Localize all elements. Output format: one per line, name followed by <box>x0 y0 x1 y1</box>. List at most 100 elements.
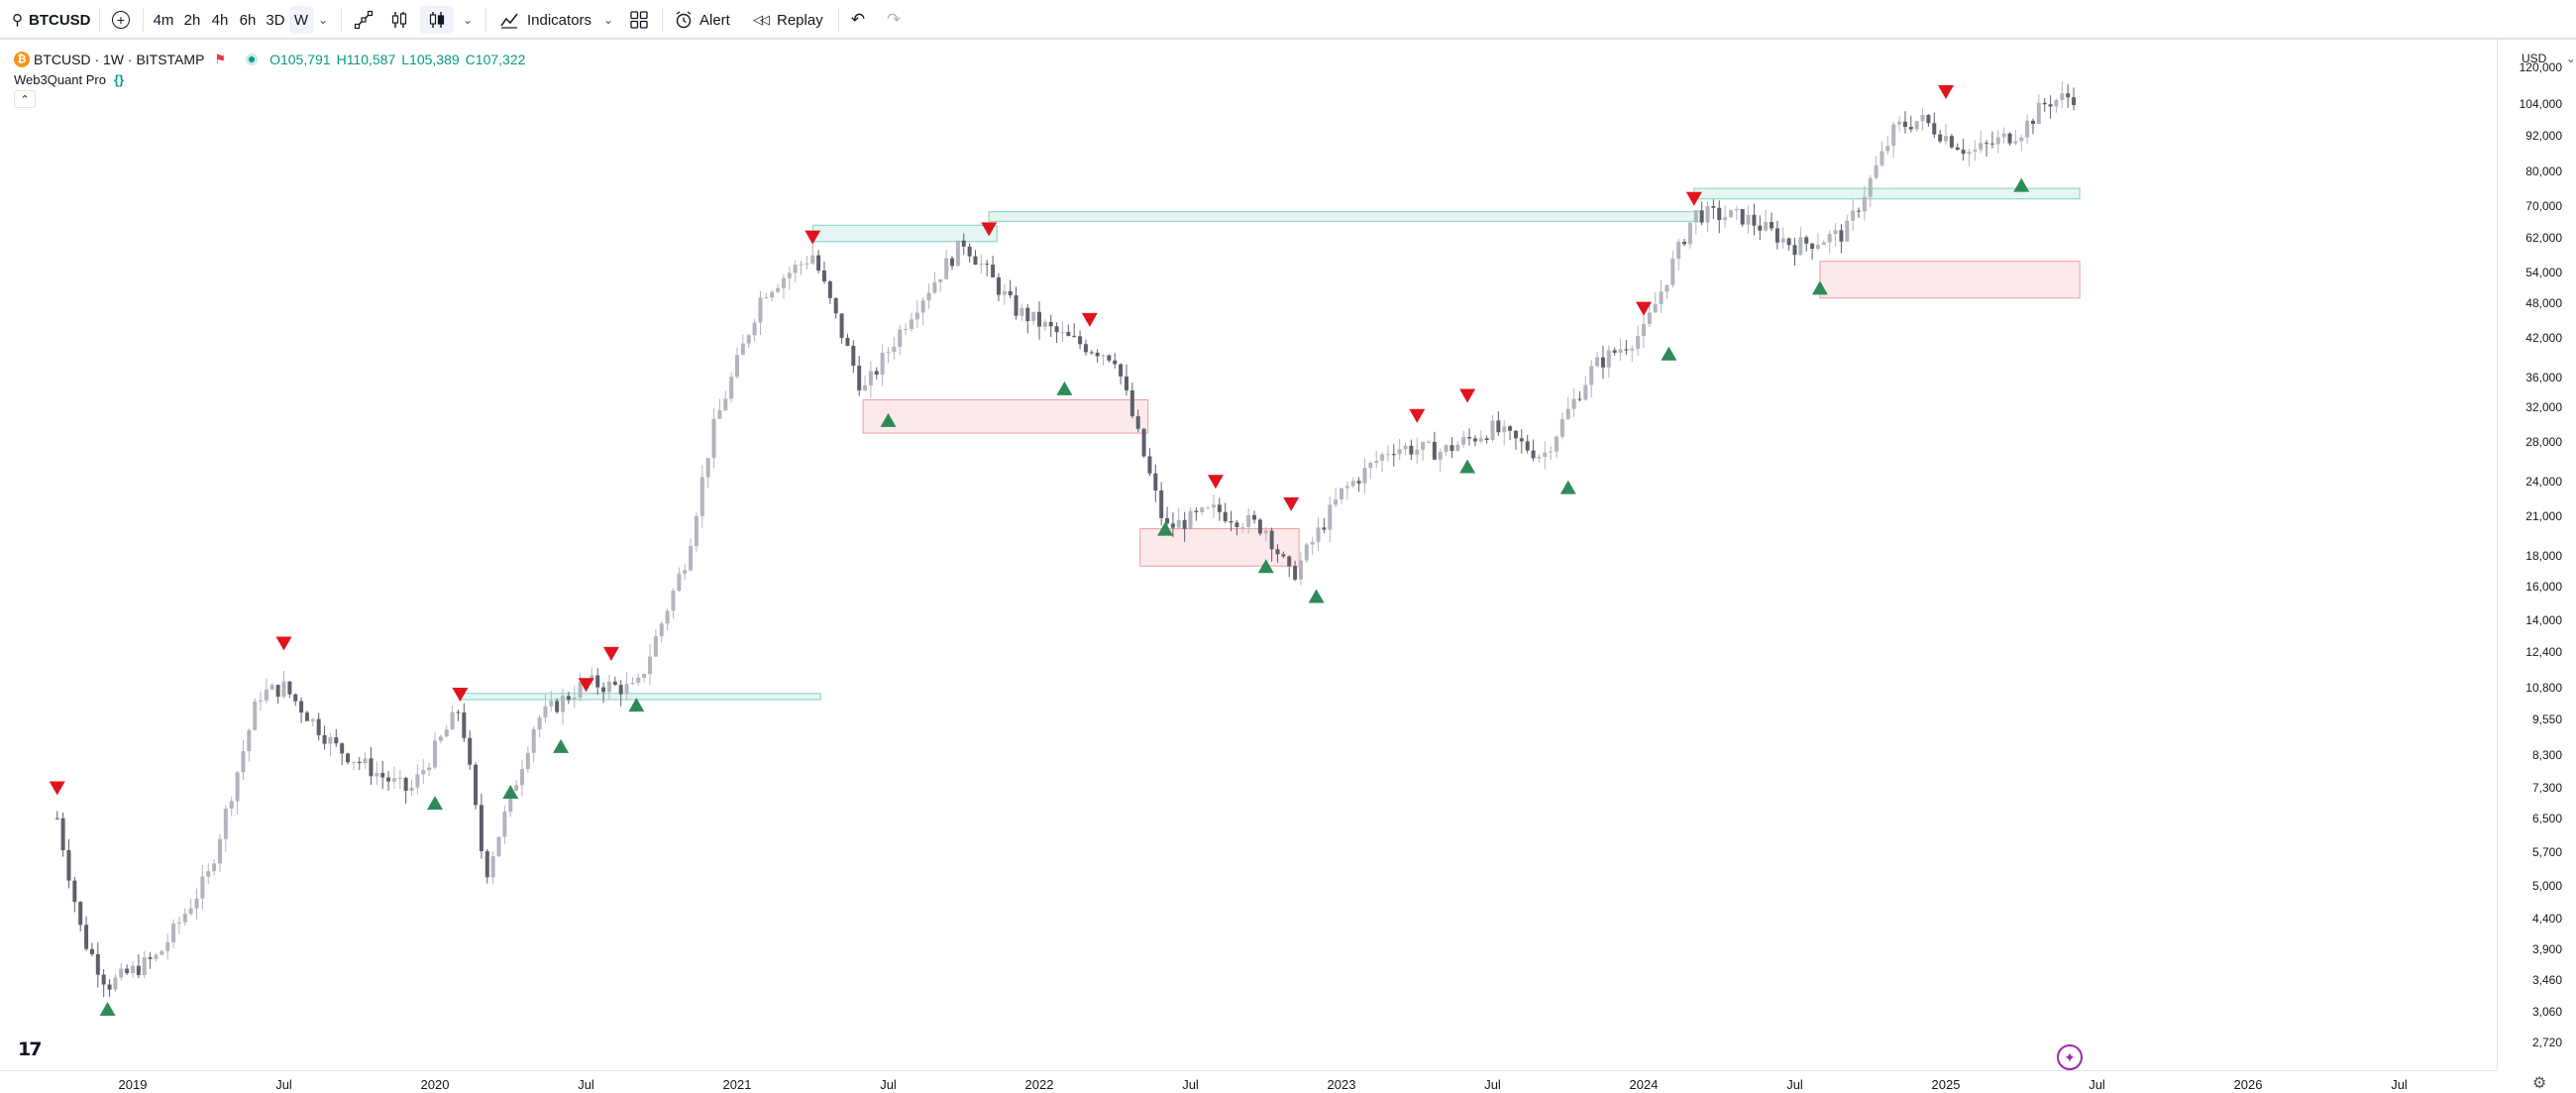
price-tick-label: 10,800 <box>2525 680 2562 695</box>
candle <box>1902 111 1907 134</box>
interval-3d[interactable]: 3D <box>266 11 285 29</box>
chevron-down-icon: ⌄ <box>317 13 329 27</box>
price-tick-label: 120,000 <box>2519 60 2562 74</box>
candle <box>142 950 147 979</box>
interval-4h[interactable]: 4h <box>211 11 229 29</box>
flag-icon[interactable]: ⚑ <box>214 52 227 66</box>
alert-button[interactable]: Alert <box>670 6 741 34</box>
settings-gear-icon[interactable]: ⚙ <box>2532 1075 2547 1092</box>
redo-button[interactable]: ↷ <box>880 6 908 34</box>
chart-legend: ₿ BTCUSD · 1W · BITSTAMP ⚑ O105,791 H110… <box>14 50 525 109</box>
time-tick-label: 2026 <box>2233 1077 2263 1092</box>
indicator-source-icon[interactable]: {} <box>113 71 125 87</box>
candle <box>1362 458 1367 493</box>
candle <box>1995 130 2000 154</box>
candle <box>1426 439 1431 444</box>
candle <box>369 746 374 786</box>
price-tick-label: 12,400 <box>2525 644 2562 659</box>
drawing-tools-button[interactable] <box>349 6 378 34</box>
candle <box>188 899 193 916</box>
candle <box>1403 442 1408 456</box>
candle <box>502 806 507 844</box>
candle <box>363 751 368 769</box>
candle <box>612 676 617 687</box>
candle <box>1432 431 1437 461</box>
compare-add-button[interactable]: + <box>107 6 135 34</box>
price-tick-label: 5,000 <box>2531 878 2562 893</box>
interval-dropdown[interactable]: ⌄ <box>313 6 333 34</box>
price-scale[interactable]: USD ⌄ 120,000 104,000 92,000 80,000 70,000 62… <box>2497 40 2576 1070</box>
time-tick-label: Jul <box>578 1077 594 1092</box>
candle <box>1119 363 1124 384</box>
candle <box>1048 314 1053 338</box>
candle <box>1699 201 1704 226</box>
candle <box>1188 507 1193 530</box>
indicator-name[interactable]: Web3Quant Pro <box>14 71 106 87</box>
market-status-dot[interactable] <box>246 54 259 65</box>
layouts-button[interactable] <box>624 6 654 34</box>
candle <box>427 762 432 777</box>
candle <box>967 243 972 263</box>
candle <box>1293 560 1298 582</box>
candle <box>973 250 978 266</box>
chart-style-dropdown[interactable]: ⌄ <box>458 6 478 34</box>
candle <box>474 762 479 810</box>
interval-w[interactable]: W <box>289 6 313 34</box>
candle <box>450 705 455 730</box>
supply-zone <box>459 693 821 701</box>
price-tick-label: 3,900 <box>2531 942 2562 957</box>
candle <box>839 313 844 344</box>
indicators-dropdown[interactable]: ⌄ <box>598 6 618 34</box>
candle <box>2042 98 2047 112</box>
buy-signal-marker <box>628 698 645 712</box>
tradingview-logo[interactable]: 17 <box>18 1038 42 1060</box>
candle <box>2060 80 2065 108</box>
undo-button[interactable]: ↶ <box>844 6 872 34</box>
candle <box>648 644 653 685</box>
buy-signal-marker <box>1308 589 1325 603</box>
interval-2h[interactable]: 2h <box>183 11 201 29</box>
candle <box>630 677 635 686</box>
bar-style-button[interactable] <box>384 6 414 34</box>
price-tick-label: 70,000 <box>2525 199 2562 214</box>
candle <box>1153 464 1158 502</box>
buy-signal-marker <box>1257 559 1274 574</box>
chevron-down-icon: ⌄ <box>602 13 614 27</box>
candle <box>781 273 786 299</box>
candle <box>310 717 315 727</box>
candle <box>1275 544 1280 563</box>
candle <box>665 607 670 631</box>
candle <box>1217 497 1222 521</box>
symbol-search-button[interactable]: ⚲ BTCUSD <box>8 6 91 34</box>
candle <box>1624 339 1629 356</box>
candle <box>886 347 891 364</box>
candle <box>1955 143 1960 151</box>
time-scale[interactable]: 2019 Jul 2020 Jul 2021 Jul 2022 Jul 2023 Jul 2024 J… <box>0 1070 2497 1093</box>
bitcoin-icon: ₿ <box>14 52 30 67</box>
ai-assistant-icon[interactable]: ✦ <box>2057 1044 2083 1070</box>
time-tick-label: Jul <box>1484 1077 1501 1092</box>
price-tick-label: 4,400 <box>2531 912 2562 927</box>
candle <box>2025 114 2030 145</box>
price-chart[interactable] <box>0 40 2576 1093</box>
indicators-button[interactable]: Indicators <box>495 6 594 34</box>
price-tick-label: 6,500 <box>2531 811 2562 825</box>
price-tick-label: 92,000 <box>2525 129 2562 144</box>
candles-style-button[interactable] <box>420 6 454 34</box>
candle <box>1595 352 1600 368</box>
interval-6h[interactable]: 6h <box>239 11 257 29</box>
currency-selector[interactable]: USD ⌄ <box>2522 52 2576 65</box>
candle <box>1496 411 1501 436</box>
collapse-legend-button[interactable]: ⌃ <box>14 90 36 108</box>
interval-4m[interactable]: 4m <box>153 11 174 29</box>
candle <box>985 260 990 276</box>
candle <box>1885 136 1890 156</box>
candle <box>1862 185 1867 221</box>
legend-title: BTCUSD · 1W · BITSTAMP <box>34 52 205 67</box>
replay-button[interactable]: ◁◁ Replay <box>753 11 823 29</box>
candle <box>845 333 850 347</box>
candle <box>1020 303 1024 321</box>
candle <box>799 261 804 275</box>
candle <box>2019 135 2024 152</box>
buy-signal-marker <box>427 796 443 811</box>
